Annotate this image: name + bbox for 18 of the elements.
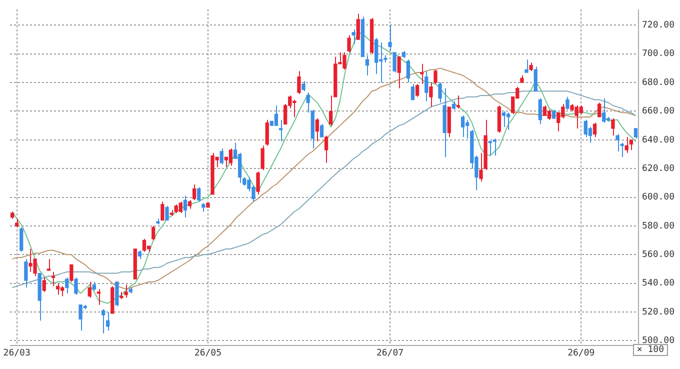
y-tick-label: 560.00 xyxy=(642,250,675,260)
y-tick-label: 620.00 xyxy=(642,164,675,174)
x-tick-label: 26/09 xyxy=(568,348,595,359)
y-tick-label: 720.00 xyxy=(642,20,675,31)
x-tick-label: 26/05 xyxy=(194,348,222,359)
y-tick-label: 520.00 xyxy=(642,307,675,318)
x-tick-label: 26/07 xyxy=(376,348,404,359)
y-tick-label: 600.00 xyxy=(642,192,675,203)
y-tick-label: 500.00 xyxy=(642,336,675,346)
x-tick-label: 26/03 xyxy=(3,348,30,359)
y-tick-label: 660.00 xyxy=(642,106,675,117)
y-tick-label: 540.00 xyxy=(642,278,675,289)
candlestick xyxy=(206,202,210,208)
y-tick-label: 640.00 xyxy=(642,135,675,146)
y-tick-label: 680.00 xyxy=(642,78,675,88)
y-tick-label: 700.00 xyxy=(642,49,675,60)
y-tick-label: 580.00 xyxy=(642,221,675,232)
text: × 100 xyxy=(632,344,668,356)
